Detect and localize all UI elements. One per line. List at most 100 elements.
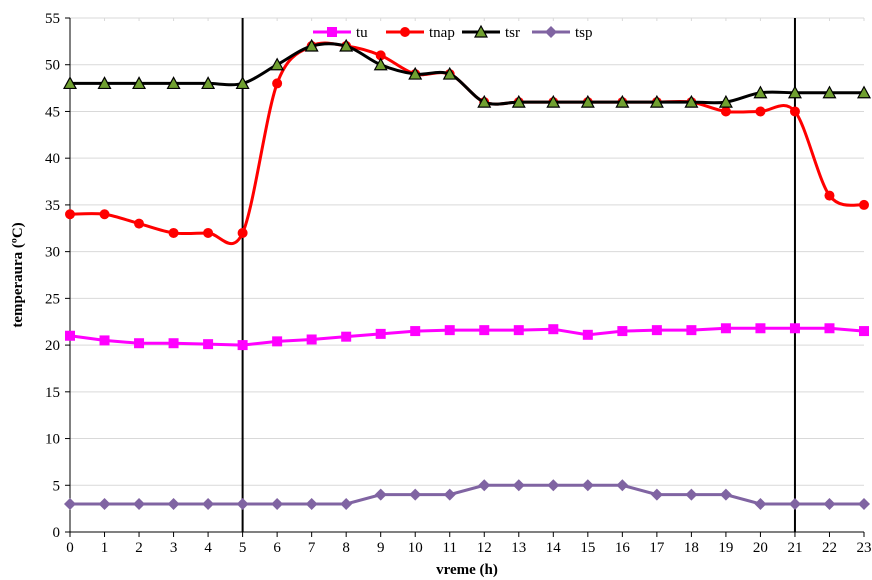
series-tsp [64,479,870,510]
data-point-tsp [719,488,732,501]
data-point-tsr [132,76,147,90]
x-tick-label: 4 [204,540,212,556]
data-point-tsp [305,497,318,510]
x-tick-label: 19 [718,540,733,556]
data-point-tsr [408,66,423,80]
data-point-tsr [546,94,561,108]
data-point-tsr [753,85,768,99]
x-tick-label: 0 [66,540,74,556]
data-point-tnap [203,227,214,238]
data-point-tu [651,325,662,336]
legend-swatch-marker [545,26,557,38]
x-tick-label: 18 [684,540,699,556]
data-point-tu [686,325,697,336]
x-tick-label: 22 [822,540,837,556]
data-point-tsr [339,38,354,52]
data-point-tu [479,325,490,336]
y-tick-label: 45 [45,104,60,120]
data-point-tu [617,326,628,337]
data-point-tsr [787,85,802,99]
data-point-tsp [650,488,663,501]
data-point-tsp [581,479,594,492]
x-tick-label: 10 [408,540,423,556]
data-point-tsr [511,94,526,108]
series-tu [65,323,869,351]
vertical-markers [241,18,796,532]
y-axis-title: temperaura (ºC) [10,222,26,327]
x-tick-label: 8 [342,540,350,556]
legend-item-tu: tu [313,25,368,41]
data-point-tsp [823,497,836,510]
data-point-tu [755,323,766,334]
data-point-tu [410,326,421,337]
data-point-tsr [615,94,630,108]
data-point-tsr [97,76,112,90]
data-point-tu [859,326,869,337]
data-point-tsr [580,94,595,108]
legend-label: tsp [575,25,593,41]
data-point-tsp [788,497,801,510]
data-point-tu [272,336,283,347]
data-point-tnap [237,227,248,238]
data-point-tnap [720,106,731,117]
series-line-tsr [70,42,864,106]
x-tick-label: 9 [377,540,385,556]
data-point-tsp [64,497,76,510]
data-point-tu [375,328,386,339]
data-point-tu [513,325,524,336]
data-point-tu [720,323,731,334]
legend-item-tnap: tnap [386,25,455,41]
y-tick-label: 0 [53,525,61,541]
data-point-tu [582,329,593,340]
data-point-tu [444,325,455,336]
data-point-tu [203,339,214,350]
data-point-tsr [822,85,837,99]
data-point-tsr [201,76,216,90]
data-point-tsp [685,488,698,501]
data-point-tu [306,334,317,345]
x-tick-label: 3 [170,540,178,556]
series-tnap [65,41,869,246]
legend-item-tsr: tsr [462,24,520,41]
legend-swatch-marker [327,27,337,37]
y-tick-label: 10 [45,432,60,448]
grid-lines [69,17,865,486]
data-point-tnap [755,106,766,117]
data-point-tsp [478,479,491,492]
data-point-tnap [134,218,145,229]
x-tick-label: 16 [615,540,631,556]
data-point-tu [237,340,248,351]
data-point-tsp [443,488,456,501]
x-tick-label: 5 [239,540,247,556]
data-point-tsr [718,94,733,108]
x-tick-label: 21 [787,540,802,556]
data-point-tsp [512,479,525,492]
legend: tu tnap tsr tsp [313,24,593,41]
x-tick-label: 14 [546,540,562,556]
y-tick-label: 5 [53,478,61,494]
x-tick-label: 13 [511,540,526,556]
data-point-tnap [824,190,835,201]
legend-label: tnap [429,25,455,41]
x-axis-title: vreme (h) [436,562,498,578]
data-point-tnap [99,209,110,220]
series-line-tsp [70,483,864,506]
data-point-tsr [856,85,872,99]
legend-label: tsr [505,25,520,41]
x-tick-label: 6 [273,540,281,556]
data-point-tsp [340,497,353,510]
axes [65,17,865,537]
y-tick-label: 20 [45,338,60,354]
y-tick-label: 40 [45,151,60,167]
data-point-tsr [649,94,664,108]
legend-swatch-marker [473,24,489,38]
data-point-tu [99,335,110,346]
data-point-tsp [271,497,284,510]
x-tick-label: 12 [477,540,492,556]
data-point-tu [134,338,145,349]
data-point-tsp [202,497,215,510]
data-point-tsp [858,497,870,510]
data-point-tsp [167,497,180,510]
data-point-tsp [133,497,146,510]
